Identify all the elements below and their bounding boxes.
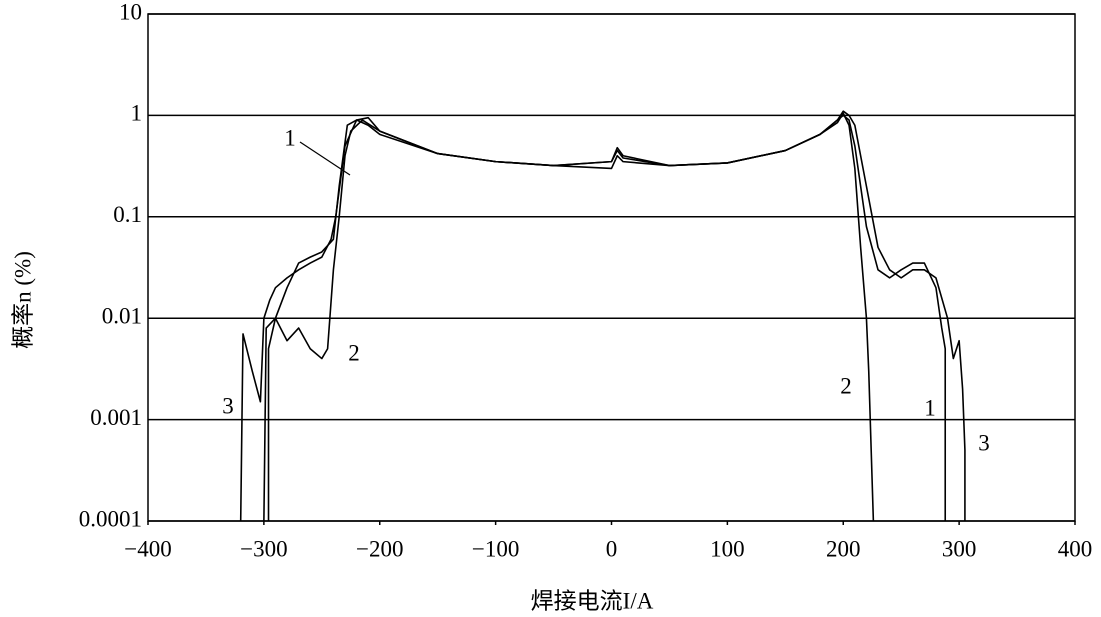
y-tick-label: 1 xyxy=(131,101,143,126)
series-label: 3 xyxy=(978,430,990,455)
x-tick-label: −300 xyxy=(240,536,287,561)
y-tick-label: 0.01 xyxy=(102,303,142,328)
y-axis-label: 概率n (%) xyxy=(10,251,35,349)
x-tick-label: 300 xyxy=(942,536,977,561)
y-tick-label: 0.0001 xyxy=(79,506,142,531)
y-tick-label: 10 xyxy=(119,0,142,24)
y-tick-label: 0.001 xyxy=(90,405,142,430)
series-line xyxy=(267,114,947,521)
plot-frame xyxy=(147,13,1076,522)
x-tick-label: −400 xyxy=(124,536,171,561)
series-label: 2 xyxy=(840,373,852,398)
x-tick-label: 100 xyxy=(710,536,745,561)
series-label: 3 xyxy=(222,393,234,418)
x-tick-label: 200 xyxy=(826,536,861,561)
x-tick-label: 0 xyxy=(606,536,618,561)
x-axis-label: 焊接电流I/A xyxy=(531,588,654,613)
x-tick-label: 400 xyxy=(1058,536,1093,561)
series-label: 1 xyxy=(924,395,936,420)
series-line xyxy=(263,112,875,522)
y-tick-label: 0.1 xyxy=(113,202,142,227)
x-tick-label: −200 xyxy=(356,536,403,561)
series-line xyxy=(239,110,966,522)
series-label: 2 xyxy=(348,340,360,365)
x-tick-label: −100 xyxy=(472,536,519,561)
series-label: 1 xyxy=(284,125,296,150)
